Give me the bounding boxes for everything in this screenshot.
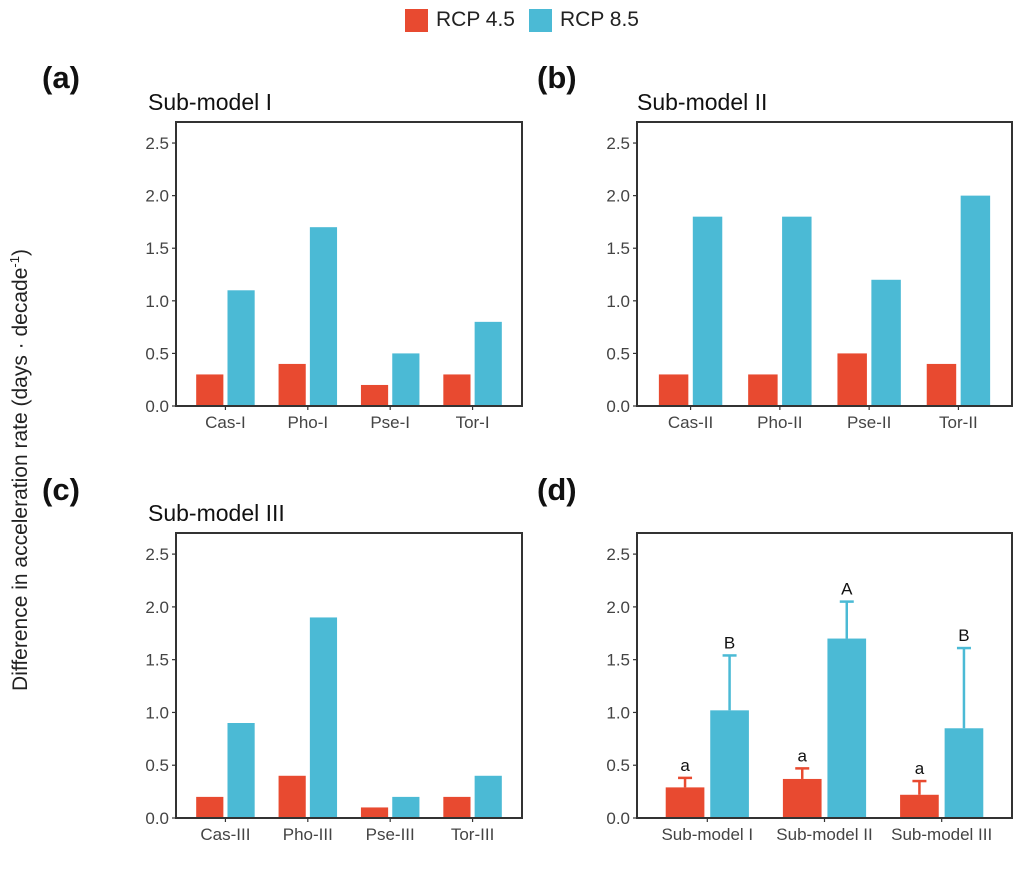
significance-label: a	[798, 746, 808, 765]
panel-label: (a)	[42, 60, 80, 95]
panel-title: Sub-model II	[637, 89, 767, 115]
x-tick-label: Sub-model I	[661, 825, 753, 844]
y-axis-label-sup: -1	[7, 256, 22, 268]
bar-rcp85	[227, 723, 255, 818]
panel-label: (b)	[537, 60, 577, 95]
bar-rcp85	[474, 321, 502, 406]
plot-frame	[175, 532, 523, 819]
bar-rcp85	[692, 216, 723, 406]
bar-rcp45	[360, 384, 389, 406]
x-tick-label: Cas-II	[668, 413, 713, 432]
bar-rcp45	[837, 353, 867, 406]
bar-rcp85	[827, 638, 867, 818]
y-tick-label: 0.0	[145, 397, 169, 416]
y-tick-label: 0.0	[606, 397, 630, 416]
y-tick-label: 1.5	[145, 239, 169, 258]
x-tick-label: Pho-I	[287, 413, 328, 432]
y-axis-label: Difference in acceleration rate (days · …	[7, 249, 32, 691]
y-tick-label: 1.5	[606, 239, 630, 258]
bar-rcp45	[665, 787, 705, 818]
legend: RCP 4.5 RCP 8.5	[405, 8, 653, 32]
y-tick-label: 0.5	[606, 344, 630, 363]
x-tick-label: Cas-III	[200, 825, 250, 844]
x-tick-label: Pse-I	[370, 413, 410, 432]
panel-title: Sub-model I	[148, 89, 272, 115]
bar-rcp45	[900, 794, 939, 818]
y-tick-label: 0.0	[606, 809, 630, 828]
legend-label-rcp85: RCP 8.5	[560, 8, 639, 31]
x-tick-label: Sub-model II	[776, 825, 872, 844]
y-tick-label: 1.5	[145, 651, 169, 670]
legend-label-rcp45: RCP 4.5	[436, 8, 515, 31]
y-tick-label: 2.0	[145, 598, 169, 617]
y-tick-label: 1.0	[606, 703, 630, 722]
y-tick-label: 2.5	[145, 545, 169, 564]
y-tick-label: 0.5	[145, 344, 169, 363]
bar-rcp85	[392, 796, 420, 818]
bar-rcp85	[944, 728, 984, 818]
y-tick-label: 2.0	[606, 187, 630, 206]
x-tick-label: Pse-II	[847, 413, 891, 432]
bar-rcp45	[278, 363, 306, 406]
y-tick-label: 1.0	[145, 703, 169, 722]
x-tick-label: Pho-III	[283, 825, 333, 844]
y-tick-label: 1.5	[606, 651, 630, 670]
bar-rcp85	[960, 195, 991, 406]
legend-item-rcp85: RCP 8.5	[529, 8, 639, 32]
bar-rcp85	[871, 279, 901, 406]
bar-rcp85	[392, 353, 420, 406]
y-tick-label: 2.0	[145, 187, 169, 206]
x-tick-label: Pse-III	[366, 825, 415, 844]
significance-label: A	[841, 580, 853, 599]
bar-rcp45	[658, 374, 689, 406]
x-tick-label: Cas-I	[205, 413, 246, 432]
y-tick-label: 2.5	[145, 134, 169, 153]
bar-rcp45	[278, 775, 306, 818]
x-tick-label: Tor-III	[451, 825, 494, 844]
significance-label: B	[958, 626, 969, 645]
bar-rcp45	[196, 374, 224, 406]
y-axis-label-end: )	[9, 249, 32, 256]
x-tick-label: Sub-model III	[891, 825, 992, 844]
bar-rcp85	[227, 290, 255, 406]
plot-frame	[175, 121, 523, 407]
legend-swatch-rcp45	[405, 8, 428, 32]
bar-rcp45	[782, 778, 822, 818]
y-tick-label: 2.5	[606, 134, 630, 153]
y-tick-label: 1.0	[606, 292, 630, 311]
bar-rcp85	[309, 617, 338, 818]
legend-item-rcp45: RCP 4.5	[405, 8, 515, 32]
significance-label: a	[915, 759, 925, 778]
bar-rcp45	[443, 374, 471, 406]
y-tick-label: 0.5	[606, 756, 630, 775]
y-tick-label: 0.0	[145, 809, 169, 828]
bar-rcp85	[309, 227, 338, 406]
bar-rcp85	[474, 775, 502, 818]
significance-label: a	[680, 756, 690, 775]
bar-rcp85	[710, 710, 749, 818]
bar-rcp85	[782, 216, 812, 406]
panel-label: (d)	[537, 472, 577, 507]
y-tick-label: 0.5	[145, 756, 169, 775]
y-tick-label: 2.0	[606, 598, 630, 617]
plot-frame	[636, 532, 1013, 819]
panel-title: Sub-model III	[148, 500, 285, 526]
x-tick-label: Pho-II	[757, 413, 802, 432]
bar-rcp45	[748, 374, 778, 406]
bar-rcp45	[443, 796, 471, 818]
x-tick-label: Tor-II	[939, 413, 978, 432]
bar-rcp45	[926, 363, 957, 406]
legend-swatch-rcp85	[529, 8, 552, 32]
plot-frame	[636, 121, 1013, 407]
y-axis-label-main: Difference in acceleration rate (days · …	[9, 268, 32, 691]
y-tick-label: 2.5	[606, 545, 630, 564]
bar-rcp45	[196, 796, 224, 818]
y-tick-label: 1.0	[145, 292, 169, 311]
panel-label: (c)	[42, 472, 80, 507]
bar-rcp45	[360, 807, 389, 818]
significance-label: B	[724, 633, 735, 652]
x-tick-label: Tor-I	[456, 413, 490, 432]
